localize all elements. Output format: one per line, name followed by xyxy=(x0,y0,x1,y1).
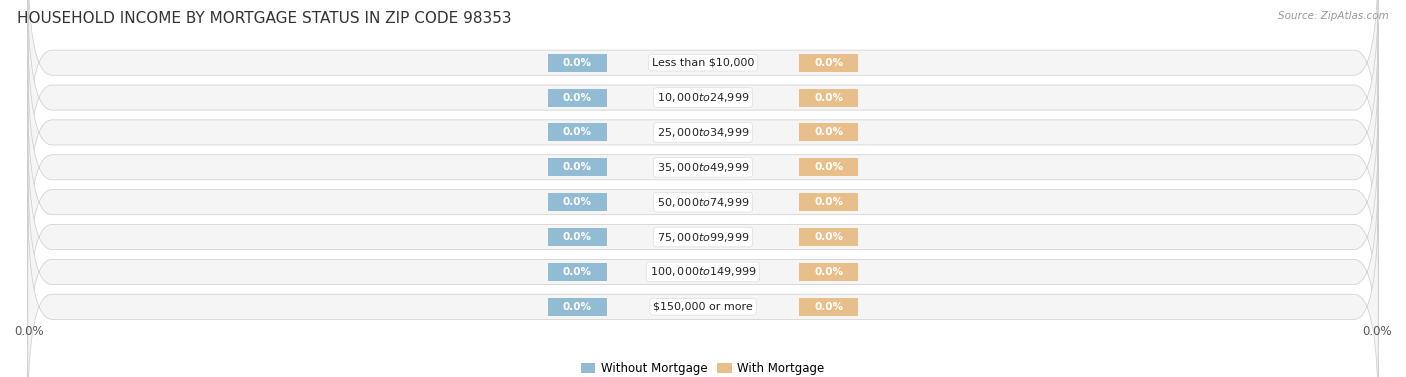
Bar xyxy=(548,158,606,176)
Text: $100,000 to $149,999: $100,000 to $149,999 xyxy=(650,265,756,278)
Bar xyxy=(548,193,606,211)
Bar xyxy=(548,263,606,281)
FancyBboxPatch shape xyxy=(28,0,1378,172)
Bar xyxy=(800,263,858,281)
Text: 0.0%: 0.0% xyxy=(814,127,844,138)
Text: $25,000 to $34,999: $25,000 to $34,999 xyxy=(657,126,749,139)
Bar xyxy=(548,298,606,316)
Text: Source: ZipAtlas.com: Source: ZipAtlas.com xyxy=(1278,11,1389,21)
Text: 0.0%: 0.0% xyxy=(562,58,592,68)
Text: 0.0%: 0.0% xyxy=(562,267,592,277)
Text: 0.0%: 0.0% xyxy=(562,302,592,312)
Text: 0.0%: 0.0% xyxy=(1362,325,1392,338)
Bar xyxy=(800,298,858,316)
Text: 0.0%: 0.0% xyxy=(562,232,592,242)
Text: 0.0%: 0.0% xyxy=(562,197,592,207)
Legend: Without Mortgage, With Mortgage: Without Mortgage, With Mortgage xyxy=(576,357,830,377)
FancyBboxPatch shape xyxy=(28,58,1378,277)
Bar xyxy=(800,158,858,176)
Text: $50,000 to $74,999: $50,000 to $74,999 xyxy=(657,196,749,208)
Text: Less than $10,000: Less than $10,000 xyxy=(652,58,754,68)
Text: 0.0%: 0.0% xyxy=(814,197,844,207)
Text: 0.0%: 0.0% xyxy=(562,162,592,172)
Text: 0.0%: 0.0% xyxy=(814,232,844,242)
Text: $150,000 or more: $150,000 or more xyxy=(654,302,752,312)
Text: HOUSEHOLD INCOME BY MORTGAGE STATUS IN ZIP CODE 98353: HOUSEHOLD INCOME BY MORTGAGE STATUS IN Z… xyxy=(17,11,512,26)
Text: 0.0%: 0.0% xyxy=(814,92,844,103)
Bar xyxy=(800,228,858,246)
Bar xyxy=(800,89,858,107)
Bar xyxy=(548,123,606,141)
Text: 0.0%: 0.0% xyxy=(814,162,844,172)
Text: $35,000 to $49,999: $35,000 to $49,999 xyxy=(657,161,749,174)
FancyBboxPatch shape xyxy=(28,0,1378,207)
Bar xyxy=(800,54,858,72)
FancyBboxPatch shape xyxy=(28,23,1378,242)
Bar xyxy=(800,123,858,141)
Bar xyxy=(548,54,606,72)
Bar xyxy=(800,193,858,211)
Bar xyxy=(548,89,606,107)
Text: 0.0%: 0.0% xyxy=(814,267,844,277)
Text: 0.0%: 0.0% xyxy=(14,325,44,338)
Text: 0.0%: 0.0% xyxy=(814,58,844,68)
Text: 0.0%: 0.0% xyxy=(562,92,592,103)
FancyBboxPatch shape xyxy=(28,93,1378,312)
FancyBboxPatch shape xyxy=(28,197,1378,377)
Text: 0.0%: 0.0% xyxy=(562,127,592,138)
Bar xyxy=(548,228,606,246)
Text: $75,000 to $99,999: $75,000 to $99,999 xyxy=(657,231,749,244)
FancyBboxPatch shape xyxy=(28,127,1378,346)
Text: 0.0%: 0.0% xyxy=(814,302,844,312)
FancyBboxPatch shape xyxy=(28,162,1378,377)
Text: $10,000 to $24,999: $10,000 to $24,999 xyxy=(657,91,749,104)
